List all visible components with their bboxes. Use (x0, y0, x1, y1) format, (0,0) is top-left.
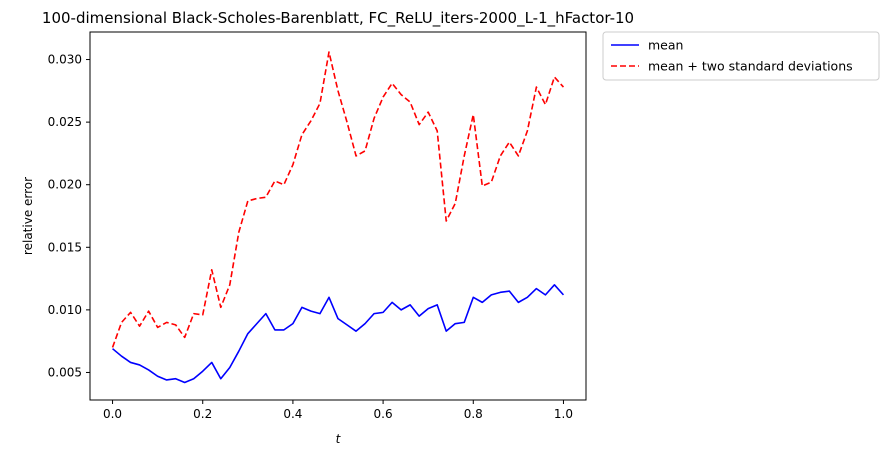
series-line-mean-plus-two-std (111, 51, 565, 348)
axes-frame (89, 31, 587, 401)
legend-box (602, 31, 880, 81)
x-tick-label: 0.2 (193, 407, 212, 421)
series-lines (111, 51, 565, 384)
x-tick-label: 0.8 (464, 407, 483, 421)
y-axis-ticks: 0.005 0.010 0.015 0.020 0.025 0.030 (48, 53, 90, 379)
x-tick-label: 1.0 (554, 407, 573, 421)
y-axis-label: relative error (21, 177, 35, 255)
x-tick-label: 0.0 (103, 407, 122, 421)
legend-label-mean: mean (648, 38, 683, 53)
series-line-mean (112, 284, 565, 384)
legend: mean mean + two standard deviations (602, 31, 880, 81)
x-tick-label: 0.4 (283, 407, 302, 421)
y-tick-label: 0.030 (48, 53, 82, 67)
y-tick-label: 0.020 (48, 178, 82, 192)
chart-title: 100-dimensional Black-Scholes-Barenblatt… (42, 9, 634, 28)
x-axis-ticks: 0.0 0.2 0.4 0.6 0.8 1.0 (103, 400, 573, 421)
y-tick-label: 0.010 (48, 303, 82, 317)
x-axis-label: t (336, 432, 342, 446)
legend-label-mean-plus-two-std: mean + two standard deviations (648, 59, 853, 74)
x-tick-label: 0.6 (374, 407, 393, 421)
y-tick-label: 0.015 (48, 240, 82, 254)
y-tick-label: 0.005 (48, 365, 82, 379)
y-tick-label: 0.025 (48, 115, 82, 129)
